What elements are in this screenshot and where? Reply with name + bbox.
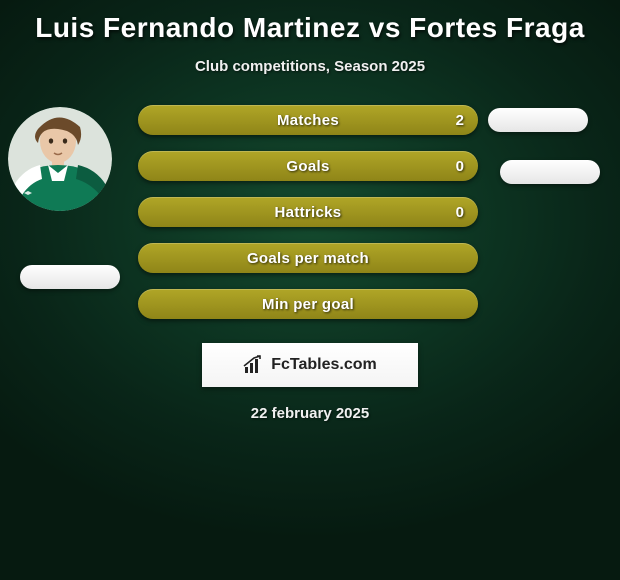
- stat-label: Min per goal: [262, 296, 354, 313]
- brand-chart-icon: [243, 355, 265, 375]
- stat-bars: Matches 2 Goals 0 Hattricks 0 Goals per …: [138, 105, 478, 335]
- stat-value-left: 0: [456, 204, 464, 221]
- comparison-area: Matches 2 Goals 0 Hattricks 0 Goals per …: [0, 105, 620, 335]
- stat-label: Hattricks: [275, 204, 342, 221]
- stat-bar-hattricks: Hattricks 0: [138, 197, 478, 227]
- stat-value-left: 0: [456, 158, 464, 175]
- subtitle: Club competitions, Season 2025: [0, 58, 620, 75]
- player-right-stat-pill-2: [500, 160, 600, 184]
- player-photo-icon: [8, 107, 112, 211]
- stat-value-left: 2: [456, 112, 464, 129]
- stat-bar-goals-per-match: Goals per match: [138, 243, 478, 273]
- player-left-stat-pill: [20, 265, 120, 289]
- stat-bar-min-per-goal: Min per goal: [138, 289, 478, 319]
- brand-badge[interactable]: FcTables.com: [202, 343, 418, 387]
- stat-label: Matches: [277, 112, 339, 129]
- stat-bar-goals: Goals 0: [138, 151, 478, 181]
- stat-label: Goals per match: [247, 250, 369, 267]
- stat-label: Goals: [286, 158, 329, 175]
- date-label: 22 february 2025: [0, 405, 620, 422]
- brand-text: FcTables.com: [271, 356, 377, 374]
- page-title: Luis Fernando Martinez vs Fortes Fraga: [0, 0, 620, 44]
- player-right-stat-pill-1: [488, 108, 588, 132]
- player-left-avatar: [8, 107, 112, 211]
- stat-bar-matches: Matches 2: [138, 105, 478, 135]
